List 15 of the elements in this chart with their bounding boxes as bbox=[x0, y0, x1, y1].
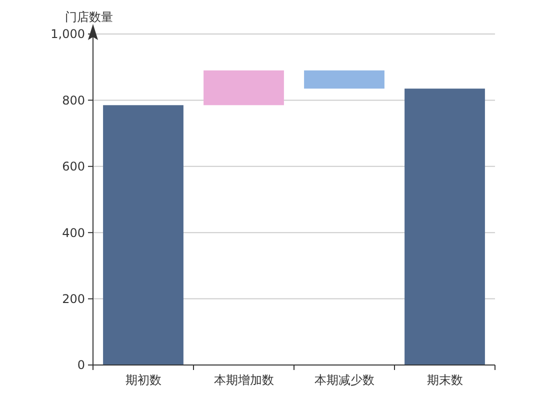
bar bbox=[304, 70, 384, 89]
x-tick-label: 期末数 bbox=[426, 373, 463, 387]
y-tick-label: 600 bbox=[62, 160, 85, 174]
y-tick-label: 400 bbox=[62, 226, 85, 240]
y-tick-label: 1,000 bbox=[50, 27, 85, 42]
y-tick-label: 800 bbox=[62, 93, 85, 108]
y-tick-label: 200 bbox=[62, 292, 85, 306]
bar bbox=[103, 105, 184, 365]
x-tick-label: 本期增加数 bbox=[214, 373, 274, 387]
y-tick-label: 0 bbox=[77, 358, 85, 372]
x-tick-label: 期初数 bbox=[125, 373, 162, 387]
y-axis-title: 门店数量 bbox=[65, 10, 113, 24]
bar bbox=[204, 70, 284, 106]
x-tick-label: 本期减少数 bbox=[314, 373, 374, 387]
bar bbox=[404, 88, 485, 365]
